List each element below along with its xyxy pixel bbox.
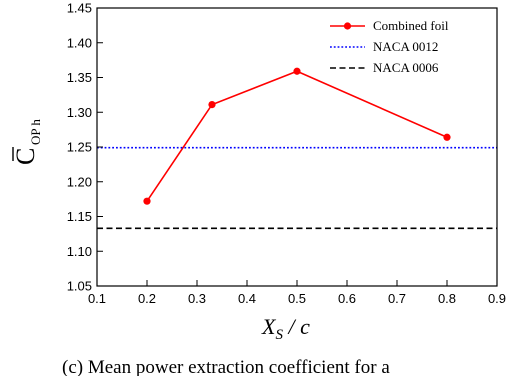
y-tick-label: 1.10: [67, 244, 92, 259]
series-layer: [97, 67, 497, 230]
x-tick-label: 0.8: [438, 291, 456, 306]
x-tick-label: 0.5: [288, 291, 306, 306]
data-point: [143, 197, 151, 205]
x-axis-title-sub: S: [275, 327, 283, 343]
y-axis-title-sub: OP h: [28, 119, 43, 145]
y-tick-label: 1.25: [67, 140, 92, 155]
y-tick-label: 1.30: [67, 105, 92, 120]
legend-marker-combined-foil: [343, 22, 352, 30]
y-tick-label: 1.40: [67, 35, 92, 50]
y-tick-label: 1.20: [67, 174, 92, 189]
svg-text:OP h: OP h: [28, 119, 43, 145]
y-tick-label: 1.45: [67, 1, 92, 16]
legend-label-naca-0006: NACA 0006: [373, 60, 439, 75]
x-tick-label: 0.2: [138, 291, 156, 306]
x-tick-label: 0.9: [488, 291, 506, 306]
y-axis-title-main: C: [11, 148, 40, 165]
y-tick-label: 1.05: [67, 279, 92, 294]
figure-caption: (c) Mean power extraction coefficient fo…: [62, 357, 390, 376]
data-point: [208, 101, 216, 109]
data-point: [443, 133, 451, 141]
x-tick-label: 0.1: [88, 291, 106, 306]
data-point: [293, 67, 301, 75]
x-tick-label: 0.6: [338, 291, 356, 306]
x-tick-label: 0.4: [238, 291, 256, 306]
svg-text:C: C: [11, 148, 40, 165]
series-line-combined-foil: [146, 70, 448, 202]
x-tick-label: 0.7: [388, 291, 406, 306]
legend-label-naca-0012: NACA 0012: [373, 39, 438, 54]
legend-label-combined-foil: Combined foil: [373, 18, 449, 33]
x-axis-title: XS / c: [261, 314, 310, 343]
ticks-layer: 0.1 0.2 0.3 0.4 0.5 0.6 0.7 0.8 0.9 1.05 1.10 1.15 1…: [67, 1, 506, 307]
y-axis-title: C OP h: [11, 119, 43, 165]
x-axis-title-rest: / c: [283, 314, 310, 339]
y-tick-label: 1.35: [67, 70, 92, 85]
legend: Combined foil NACA 0012 NACA 0006: [330, 18, 449, 75]
y-tick-label: 1.15: [67, 209, 92, 224]
x-axis-title-main: X: [261, 314, 277, 339]
x-tick-label: 0.3: [188, 291, 206, 306]
